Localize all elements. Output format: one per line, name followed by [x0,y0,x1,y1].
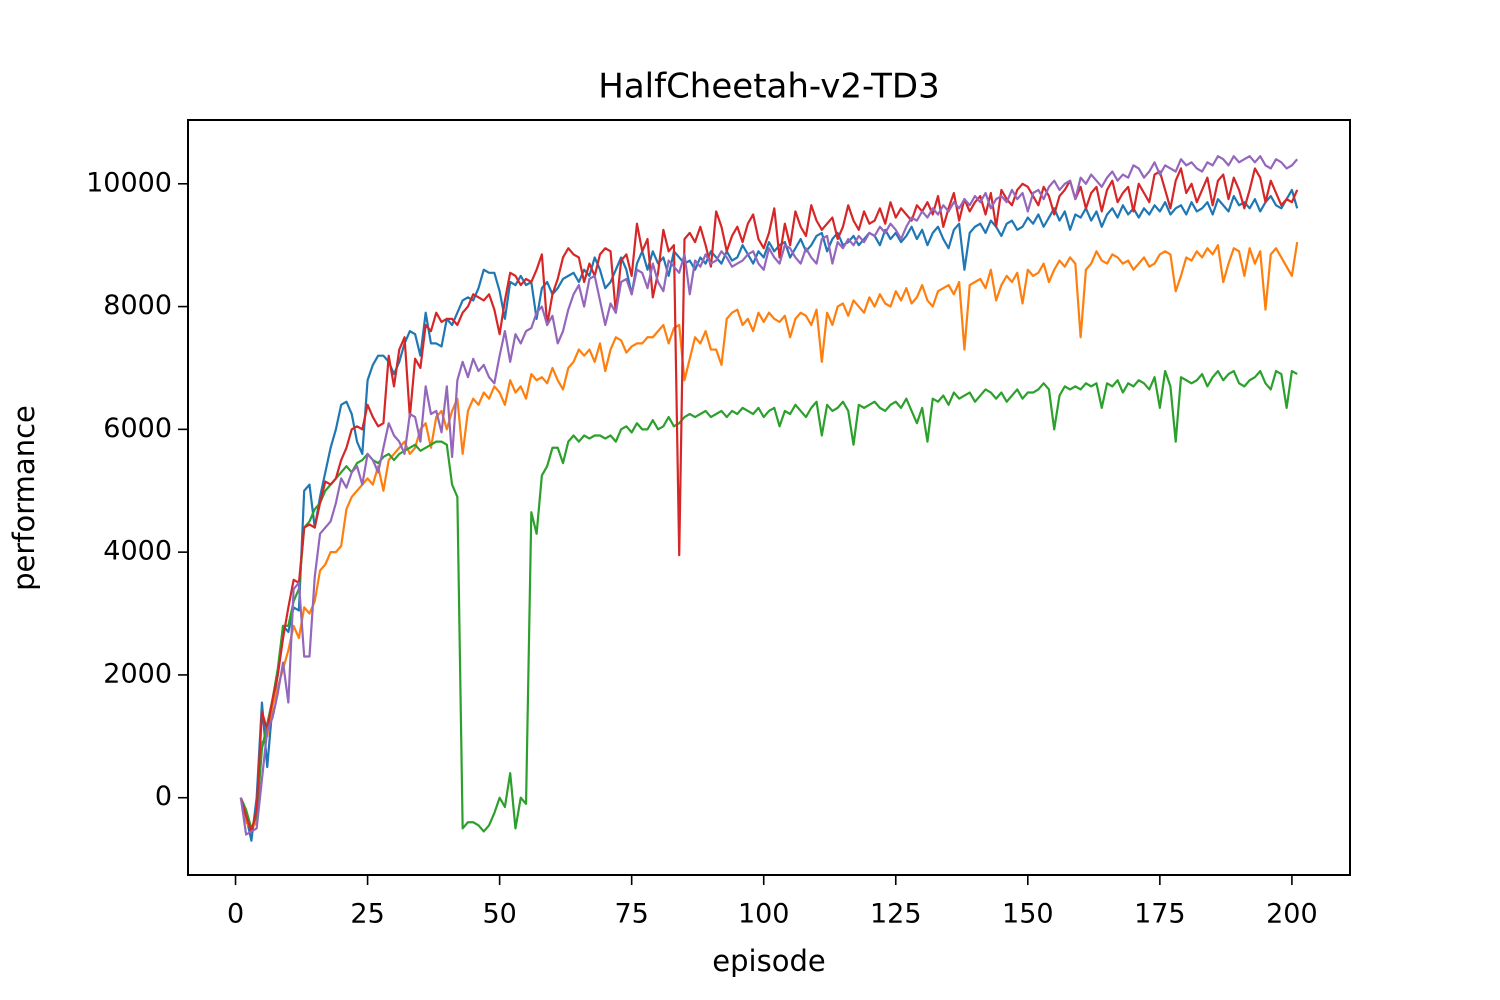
x-tick-label: 175 [1134,899,1186,930]
y-axis-label: performance [7,405,41,591]
chart-title: HalfCheetah-v2-TD3 [598,67,940,107]
data-line [239,241,1299,830]
y-tick-label: 2000 [103,658,172,689]
plot-frame [187,119,1351,876]
x-tick-label: 0 [227,899,244,930]
x-tick-label: 75 [614,899,648,930]
y-tick-label: 10000 [86,167,172,198]
x-tick-label: 50 [482,899,516,930]
x-tick-label: 100 [738,899,790,930]
data-line [239,188,1299,842]
y-tick-label: 0 [155,781,172,812]
data-line [239,155,1299,836]
data-line [239,369,1298,833]
x-tick-label: 150 [1002,899,1054,930]
y-tick-label: 6000 [103,413,172,444]
y-tick-label: 4000 [103,536,172,567]
x-tick-label: 125 [870,899,922,930]
x-axis-label: episode [712,944,825,978]
data-line [239,167,1299,833]
x-tick-label: 200 [1266,899,1318,930]
y-tick-label: 8000 [103,290,172,321]
x-tick-label: 25 [350,899,384,930]
